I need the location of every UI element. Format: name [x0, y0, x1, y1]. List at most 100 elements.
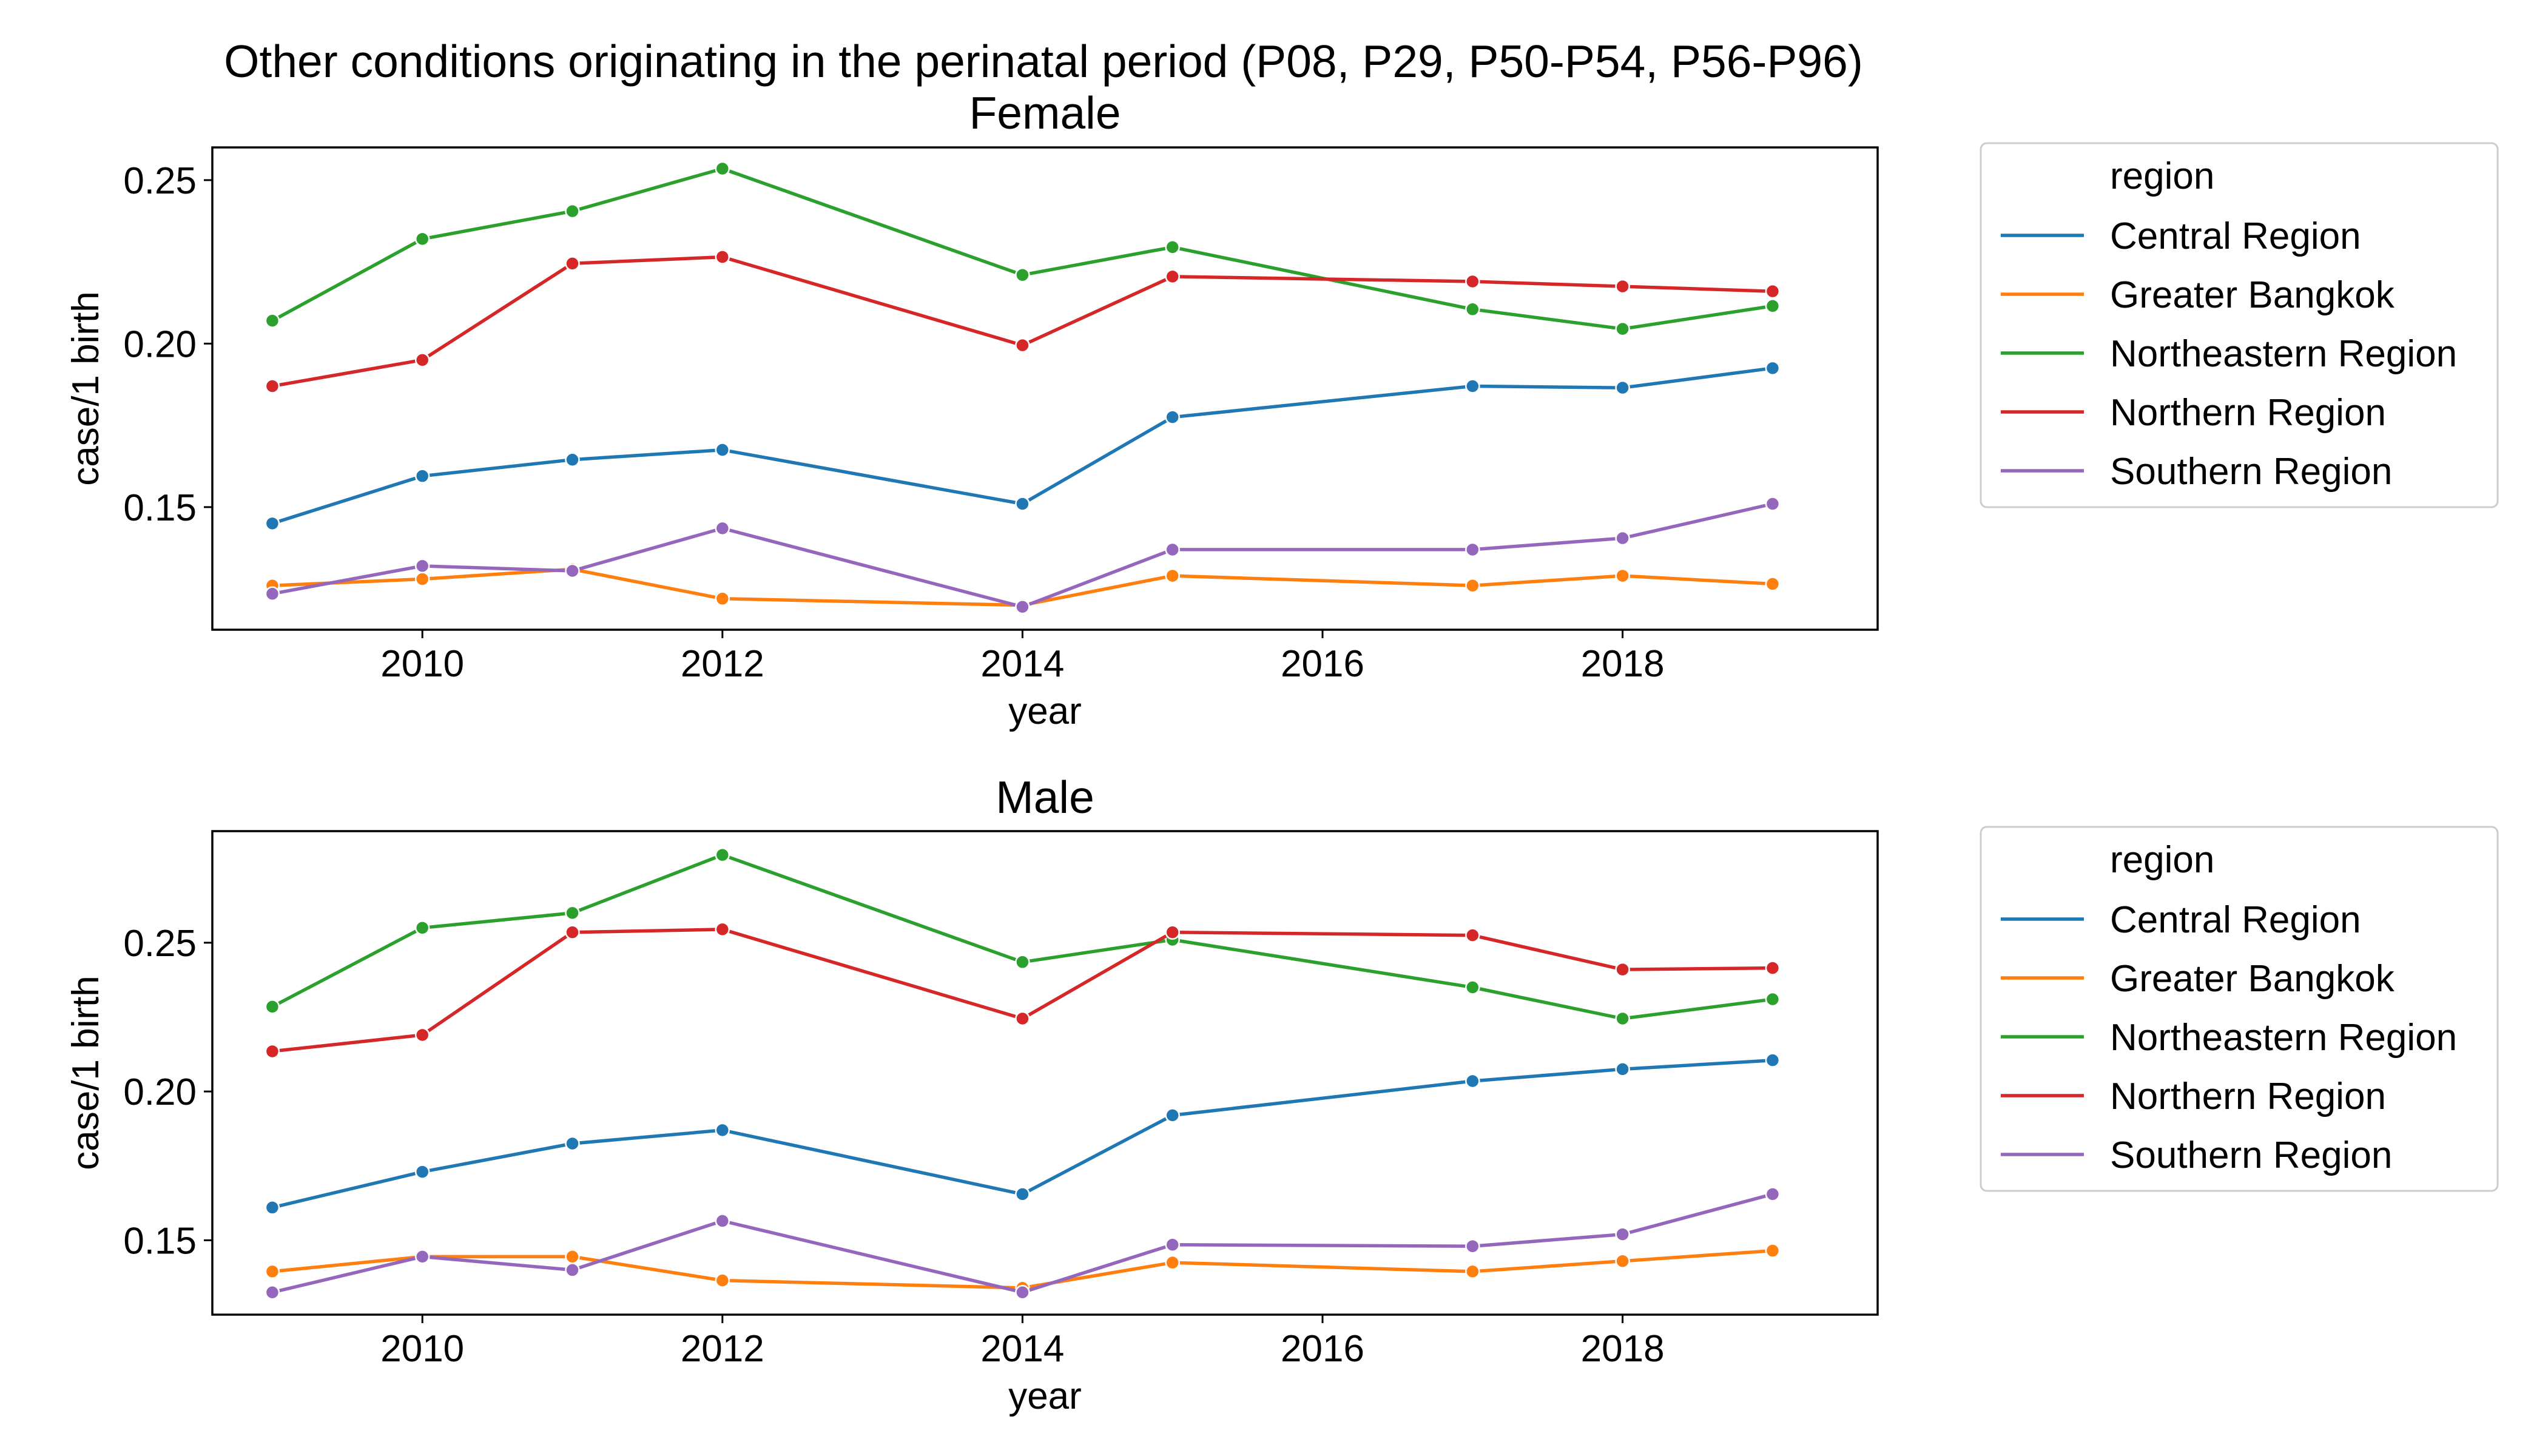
x-tick-label: 2016	[1281, 1328, 1364, 1370]
data-point-northern-region	[1015, 1011, 1030, 1026]
data-point-northern-region	[1465, 274, 1480, 289]
data-point-southern-region	[715, 1213, 730, 1228]
data-point-southern-region	[1765, 496, 1781, 511]
data-point-northeastern-region	[1765, 298, 1781, 314]
data-point-northeastern-region	[1465, 302, 1480, 317]
data-point-greater-bangkok	[265, 1264, 280, 1279]
series-line-central-region	[272, 1058, 1773, 1210]
legend-box	[1980, 826, 2499, 1192]
x-axis-label: year	[1008, 1375, 1082, 1417]
legend-title: region	[2110, 155, 2214, 197]
y-tick-label: 0.25	[123, 923, 197, 965]
legend-entry-northeastern-region: Northeastern Region	[2110, 1017, 2457, 1059]
data-point-northern-region	[715, 922, 730, 937]
data-point-northern-region	[414, 1027, 430, 1043]
data-point-southern-region	[1765, 1187, 1781, 1202]
x-tick-label: 2018	[1581, 643, 1665, 685]
female-panel-title: Female	[969, 87, 1121, 138]
y-tick-label: 0.15	[123, 487, 197, 529]
data-point-southern-region	[1615, 1227, 1630, 1242]
data-point-southern-region	[265, 586, 280, 601]
x-tick-label: 2018	[1581, 1328, 1665, 1370]
data-point-northern-region	[265, 379, 280, 394]
data-point-greater-bangkok	[1615, 1253, 1630, 1269]
data-point-northeastern-region	[1615, 321, 1630, 337]
legend-entry-greater-bangkok: Greater Bangkok	[2110, 958, 2395, 1000]
male-panel: Male 2010 2012 2014 2016 2018 0.15 0.20 0.25 year…	[65, 772, 2499, 1417]
data-point-northeastern-region	[715, 161, 730, 177]
y-axis-label: case/1 birth	[65, 291, 107, 486]
legend: region Central Region Greater Bangkok North…	[1980, 826, 2499, 1192]
data-point-northeastern-region	[1465, 980, 1480, 995]
data-point-southern-region	[1165, 542, 1180, 558]
x-tick-label: 2014	[980, 1328, 1064, 1370]
data-point-southern-region	[265, 1284, 280, 1300]
data-point-northeastern-region	[1615, 1011, 1630, 1026]
data-point-northern-region	[715, 249, 730, 265]
data-point-greater-bangkok	[1615, 568, 1630, 584]
series-line-northeastern-region	[271, 167, 1773, 331]
data-point-northern-region	[1465, 928, 1480, 943]
data-point-central-region	[715, 1122, 730, 1138]
y-axis-label: case/1 birth	[65, 976, 107, 1170]
data-point-central-region	[265, 1200, 280, 1215]
legend-entry-greater-bangkok: Greater Bangkok	[2110, 274, 2395, 316]
data-point-northern-region	[1615, 962, 1630, 977]
data-point-greater-bangkok	[1465, 578, 1480, 593]
data-point-central-region	[1765, 1053, 1781, 1068]
data-point-northern-region	[565, 925, 580, 940]
female-panel: Female 2010 2012 2014 2016 2018 0.15 0.20 0.25 ye…	[65, 87, 2499, 732]
y-tick-label: 0.20	[123, 1071, 197, 1113]
data-point-central-region	[565, 1136, 580, 1151]
data-point-central-region	[715, 442, 730, 457]
data-point-northern-region	[1765, 960, 1781, 976]
legend-box	[1980, 142, 2499, 508]
series-line-northeastern-region	[271, 853, 1773, 1020]
plot-frame	[211, 830, 1879, 1316]
y-tick-label: 0.15	[123, 1220, 197, 1262]
data-point-northern-region	[1015, 337, 1030, 353]
data-point-northern-region	[1765, 283, 1781, 299]
data-point-northern-region	[565, 256, 580, 271]
data-point-southern-region	[715, 521, 730, 536]
data-point-southern-region	[565, 1262, 580, 1278]
series-line-southern-region	[272, 502, 1773, 609]
data-point-northern-region	[1165, 925, 1180, 940]
data-point-northern-region	[1165, 269, 1180, 285]
data-point-northeastern-region	[414, 920, 430, 935]
data-point-southern-region	[1015, 599, 1030, 615]
plot-frame	[211, 146, 1879, 631]
data-point-southern-region	[1165, 1237, 1180, 1252]
x-tick-label: 2010	[380, 1328, 464, 1370]
legend-entry-southern-region: Southern Region	[2110, 1134, 2392, 1176]
data-point-northern-region	[265, 1043, 280, 1059]
data-point-southern-region	[565, 563, 580, 579]
data-point-greater-bangkok	[1765, 1243, 1781, 1258]
data-point-northeastern-region	[265, 999, 280, 1014]
series-line-northern-region	[272, 928, 1773, 1053]
data-point-central-region	[1465, 1073, 1480, 1089]
data-point-central-region	[1165, 410, 1180, 425]
data-point-southern-region	[1015, 1284, 1030, 1300]
data-point-central-region	[1015, 496, 1030, 511]
data-point-northern-region	[1615, 278, 1630, 294]
data-point-greater-bangkok	[1465, 1264, 1480, 1279]
legend-entry-northern-region: Northern Region	[2110, 1076, 2386, 1117]
data-point-northern-region	[414, 352, 430, 368]
data-point-northeastern-region	[565, 905, 580, 921]
male-panel-title: Male	[996, 772, 1094, 823]
y-tick-label: 0.20	[123, 323, 197, 365]
data-point-central-region	[265, 516, 280, 531]
data-point-central-region	[1015, 1187, 1030, 1202]
data-point-central-region	[1615, 1062, 1630, 1077]
data-point-greater-bangkok	[1165, 568, 1180, 584]
data-point-southern-region	[1465, 1238, 1480, 1254]
data-point-northeastern-region	[565, 203, 580, 219]
legend-title: region	[2110, 839, 2214, 881]
data-point-northeastern-region	[1015, 267, 1030, 283]
data-point-northeastern-region	[1015, 954, 1030, 970]
data-point-central-region	[1465, 379, 1480, 394]
data-point-central-region	[1765, 360, 1781, 376]
data-point-northeastern-region	[1765, 991, 1781, 1007]
